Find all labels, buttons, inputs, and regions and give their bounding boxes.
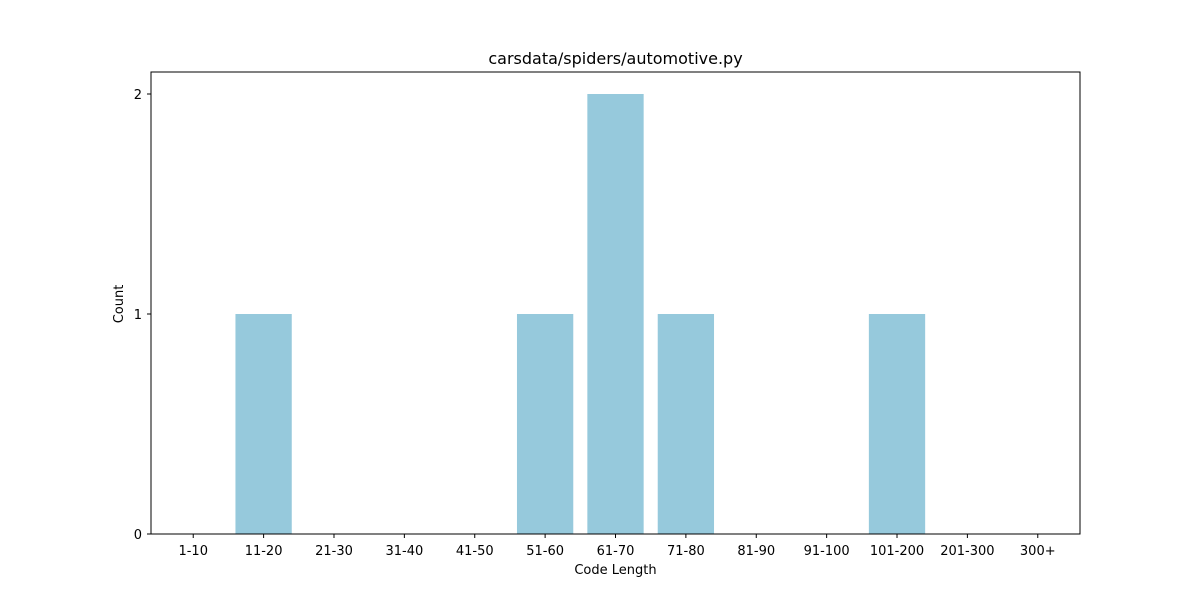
y-axis-label: Count	[112, 285, 127, 324]
y-axis: 0 1 2	[134, 88, 151, 543]
x-axis-label: Code Length	[574, 563, 656, 578]
bar-11-20	[235, 314, 292, 534]
x-tick-label: 21-30	[315, 544, 353, 559]
x-tick-label: 51-60	[526, 544, 564, 559]
bar-71-80	[657, 314, 715, 534]
x-tick-label: 81-90	[737, 544, 775, 559]
bar-61-70	[587, 94, 644, 534]
y-tick-label: 2	[134, 88, 142, 103]
bars-group	[235, 94, 926, 534]
x-tick-label: 101-200	[870, 544, 924, 559]
x-axis: 1-10 11-20 21-30 31-40 41-50 51-60 61-70 71-80 8…	[178, 534, 1056, 559]
bar-101-200	[868, 314, 926, 534]
x-tick-label: 91-100	[804, 544, 850, 559]
x-tick-label: 1-10	[178, 544, 208, 559]
x-tick-label: 201-300	[940, 544, 994, 559]
chart-title: carsdata/spiders/automotive.py	[488, 49, 742, 68]
x-tick-label: 61-70	[597, 544, 635, 559]
x-tick-label: 31-40	[385, 544, 423, 559]
bar-51-60	[516, 314, 574, 534]
x-tick-label: 300+	[1020, 544, 1056, 559]
x-tick-label: 41-50	[456, 544, 494, 559]
x-tick-label: 11-20	[245, 544, 283, 559]
y-tick-label: 0	[134, 528, 142, 543]
y-tick-label: 1	[134, 308, 142, 323]
x-tick-label: 71-80	[667, 544, 705, 559]
